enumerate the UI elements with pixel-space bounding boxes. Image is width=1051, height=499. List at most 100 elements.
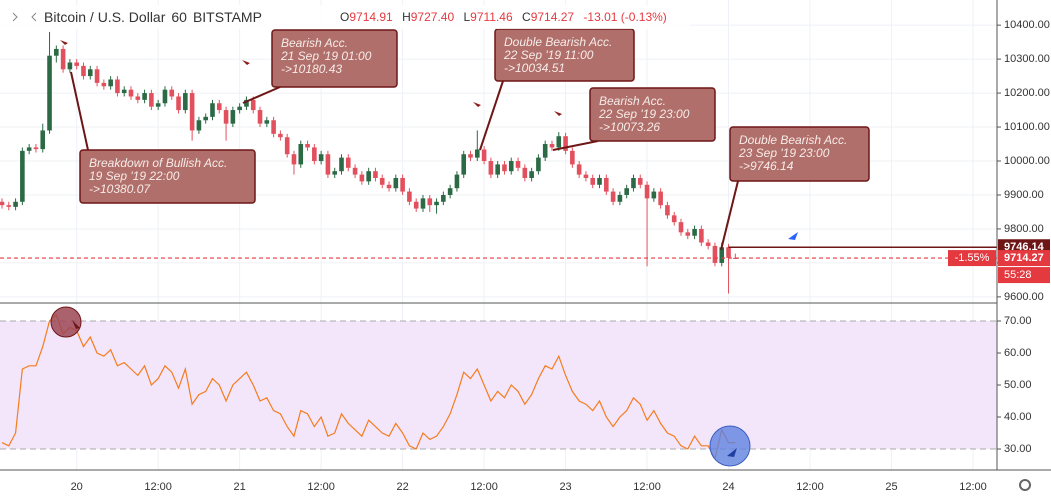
candle-body — [264, 120, 270, 124]
y-tick-label: 30.00 — [1004, 443, 1032, 455]
callout-text: ->10073.26 — [599, 120, 660, 134]
candle-body — [705, 242, 711, 246]
field-key: L — [463, 10, 470, 24]
grid-layer — [0, 0, 997, 470]
candle-body — [6, 205, 12, 207]
y-tick-label: 10400.00 — [1004, 19, 1050, 31]
candle-body — [115, 79, 120, 94]
header-bg — [0, 5, 690, 29]
candle-body — [162, 89, 168, 104]
candle-body — [291, 154, 297, 165]
candle-body — [312, 147, 317, 162]
x-tick-label: 12:00 — [959, 481, 987, 493]
candle-body — [685, 232, 691, 236]
candle-body — [502, 164, 507, 172]
candle-body — [590, 177, 596, 185]
callout-pointer — [70, 71, 89, 151]
y-tick-label: 70.00 — [1004, 315, 1032, 327]
y-tick-label: 40.00 — [1004, 411, 1032, 423]
candle-body — [481, 149, 487, 162]
candle-body — [583, 174, 589, 178]
candle-body — [631, 177, 636, 189]
candle-body — [536, 157, 541, 172]
field-key: H — [402, 10, 411, 24]
candle-body — [189, 93, 195, 131]
signal-icon — [242, 60, 250, 65]
highlight-circle — [50, 306, 82, 338]
callout-text: Bearish Acc. — [281, 36, 348, 50]
field-value: 9714.91 — [349, 10, 393, 24]
candle-body — [576, 164, 582, 175]
callout-box — [79, 149, 256, 204]
x-tick-label: 25 — [885, 481, 897, 493]
candle-body — [298, 144, 304, 165]
callout-text: Breakdown of Bullish Acc. — [89, 156, 227, 170]
candle-body — [278, 133, 283, 138]
candle-body — [624, 188, 629, 195]
candle-body — [128, 89, 134, 97]
candle-body — [461, 154, 467, 175]
settings-icon[interactable] — [1019, 479, 1031, 491]
callout-box — [271, 29, 398, 88]
price-label-box — [998, 250, 1050, 267]
candle-body — [468, 154, 473, 158]
candle-body — [644, 184, 650, 199]
candle-body — [692, 228, 697, 236]
candle-body — [366, 171, 371, 182]
interval: 60 — [171, 9, 187, 25]
candle-body — [108, 79, 113, 87]
field-value: 9711.46 — [470, 10, 513, 24]
candle-body — [447, 188, 453, 195]
rsi-line — [1, 313, 736, 461]
candle-body — [610, 191, 616, 202]
candle-body — [149, 93, 154, 107]
candle-body — [33, 147, 39, 150]
candle-body — [87, 69, 93, 77]
candle-body — [542, 144, 548, 158]
candle-body — [142, 93, 147, 100]
callout-pointer — [242, 86, 281, 104]
candle-body — [94, 69, 100, 83]
candle-body — [549, 144, 555, 148]
callout-pointer — [552, 140, 599, 151]
callout-text: Double Bearish Acc. — [504, 35, 612, 49]
x-tick-label: 20 — [71, 481, 83, 493]
candle-body — [386, 184, 392, 189]
y-tick-label: 10000.00 — [1004, 155, 1050, 167]
y-tick-label: 9600.00 — [1004, 291, 1044, 303]
candle-body — [393, 177, 399, 189]
callout-text: 21 Sep '19 01:00 — [280, 49, 372, 63]
callout-pointer — [720, 180, 739, 251]
candle-body — [678, 222, 684, 233]
candle-body — [434, 201, 439, 206]
candle-body — [373, 171, 378, 178]
callout-box — [589, 87, 716, 142]
candle-body — [651, 191, 657, 199]
candle-body — [441, 194, 446, 202]
candle-body — [67, 62, 73, 70]
candle-body — [203, 116, 208, 121]
candle-body — [54, 48, 59, 56]
candle-body — [563, 136, 568, 151]
candle-body — [223, 110, 229, 124]
candle-body — [339, 157, 344, 172]
y-tick-label: 9900.00 — [1004, 189, 1044, 201]
callout-text: ->10380.07 — [89, 182, 151, 196]
callout-text: 22 Sep '19 11:00 — [503, 48, 594, 62]
candle-body — [427, 198, 433, 206]
candle-body — [488, 161, 494, 175]
y-tick-label: 60.00 — [1004, 347, 1032, 359]
candle-body — [379, 177, 385, 185]
callout-pointer — [479, 80, 504, 151]
countdown: 55:28 — [1004, 269, 1032, 281]
annotation-layer: Breakdown of Bullish Acc.19 Sep '19 22:0… — [70, 28, 870, 251]
candle-body — [699, 228, 704, 243]
x-tick-label: 12:00 — [796, 481, 824, 493]
header-title: Bitcoin / U.S. Dollar 60 BITSTAMP — [44, 9, 262, 25]
candle-body — [60, 48, 66, 70]
symbol: Bitcoin / U.S. Dollar — [44, 9, 166, 25]
marks-layer — [0, 31, 997, 461]
candle-body — [230, 110, 236, 124]
candle-body — [529, 171, 534, 178]
candle-body — [250, 99, 256, 111]
